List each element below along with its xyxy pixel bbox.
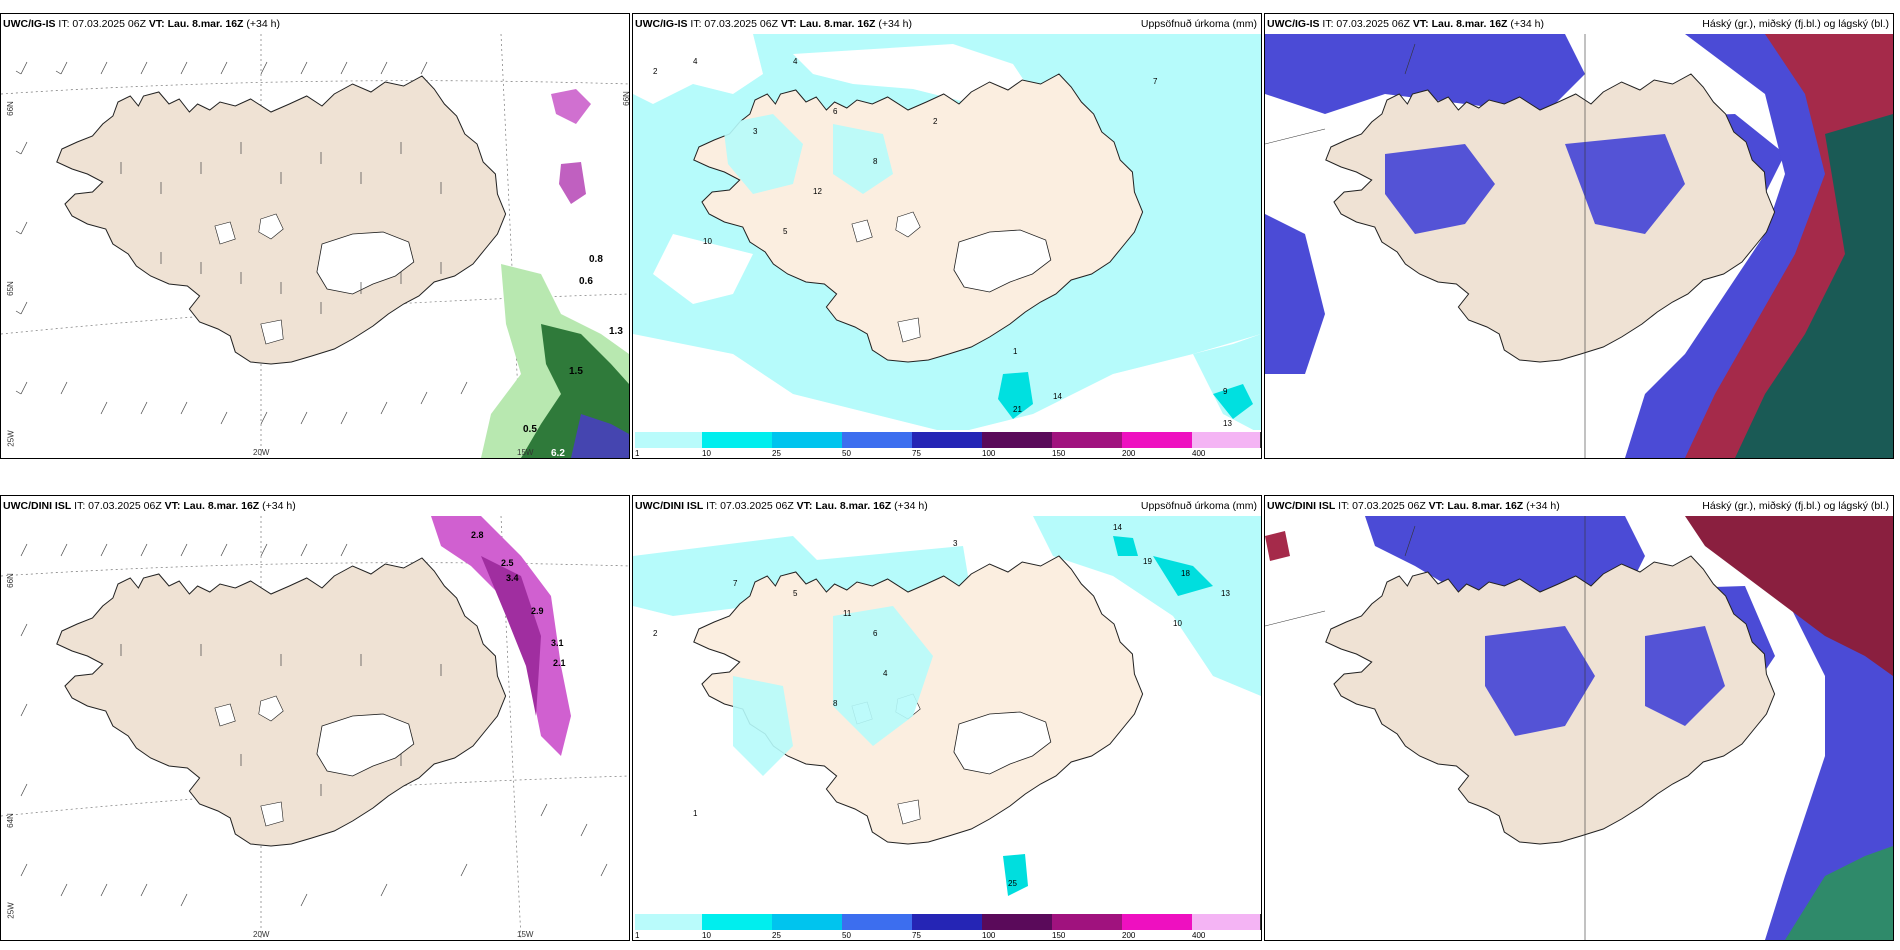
panel-cloud-igis: UWC/IG-IS IT: 07.03.2025 06Z VT: Lau. 8.…	[1264, 13, 1894, 459]
svg-text:4: 4	[693, 57, 698, 66]
precip-map: 2 4 4 6 3 2 10 12 14 13 21 9 5 8 7 1	[633, 34, 1261, 458]
svg-text:2.5: 2.5	[501, 558, 514, 568]
precip-colorbar: 1 10 25 50 75 100 150 200 400	[633, 912, 1261, 940]
coord-label: 65N	[5, 281, 15, 296]
svg-text:1: 1	[693, 809, 698, 818]
svg-text:21: 21	[1013, 405, 1022, 414]
cloud-map	[1265, 34, 1893, 458]
wind-map: 0.8 0.6 0.5 6.2 1.3 1.5	[1, 34, 629, 458]
coord-label: 66N	[5, 101, 15, 116]
svg-text:1.3: 1.3	[609, 326, 623, 337]
svg-text:6: 6	[833, 107, 838, 116]
panel-header: UWC/IG-IS IT: 07.03.2025 06Z VT: Lau. 8.…	[1265, 14, 1893, 34]
svg-text:3.4: 3.4	[506, 573, 519, 583]
svg-text:4: 4	[883, 669, 888, 678]
panel-wind-dini: UWC/DINI ISL IT: 07.03.2025 06Z VT: Lau.…	[0, 495, 630, 941]
svg-text:1.5: 1.5	[569, 366, 583, 377]
svg-text:13: 13	[1221, 589, 1230, 598]
svg-text:2: 2	[653, 629, 658, 638]
cloud-map	[1265, 516, 1893, 940]
svg-text:5: 5	[793, 589, 798, 598]
coord-label: 20W	[253, 930, 270, 939]
svg-text:0.8: 0.8	[589, 254, 603, 265]
coord-label: 15W	[517, 448, 534, 457]
svg-text:6.2: 6.2	[551, 448, 565, 458]
svg-text:0.6: 0.6	[579, 276, 593, 287]
panel-header: UWC/DINI ISL IT: 07.03.2025 06Z VT: Lau.…	[1265, 496, 1893, 516]
svg-text:4: 4	[793, 57, 798, 66]
svg-text:10: 10	[703, 237, 712, 246]
svg-text:7: 7	[1153, 77, 1158, 86]
svg-text:3.1: 3.1	[551, 638, 564, 648]
precip-colorbar: 1 10 25 50 75 100 150 200 400	[633, 430, 1261, 458]
coord-label: 66N	[5, 573, 15, 588]
svg-text:14: 14	[1113, 523, 1122, 532]
precip-map: 14 19 18 13 25 10 11 5 7 3 6 2 1 4 8	[633, 516, 1261, 940]
svg-text:25: 25	[1008, 879, 1017, 888]
svg-text:2.8: 2.8	[471, 530, 484, 540]
panel-header: UWC/DINI ISL IT: 07.03.2025 06Z VT: Lau.…	[633, 496, 1261, 516]
svg-text:2.9: 2.9	[531, 606, 544, 616]
svg-text:12: 12	[813, 187, 822, 196]
svg-text:13: 13	[1223, 419, 1232, 428]
svg-text:19: 19	[1143, 557, 1152, 566]
svg-text:1: 1	[1013, 347, 1018, 356]
coord-label: 25W	[6, 902, 16, 919]
panel-header: UWC/DINI ISL IT: 07.03.2025 06Z VT: Lau.…	[1, 496, 629, 516]
svg-text:2: 2	[933, 117, 938, 126]
svg-text:8: 8	[873, 157, 878, 166]
svg-text:3: 3	[953, 539, 958, 548]
svg-text:6: 6	[873, 629, 878, 638]
coord-label: 25W	[6, 430, 16, 447]
panel-precip-dini: UWC/DINI ISL IT: 07.03.2025 06Z VT: Lau.…	[632, 495, 1262, 941]
panel-cloud-dini: UWC/DINI ISL IT: 07.03.2025 06Z VT: Lau.…	[1264, 495, 1894, 941]
panel-precip-igis: UWC/IG-IS IT: 07.03.2025 06Z VT: Lau. 8.…	[632, 13, 1262, 459]
svg-text:0.5: 0.5	[523, 424, 537, 435]
coord-label: 64N	[5, 813, 15, 828]
svg-text:8: 8	[833, 699, 838, 708]
svg-text:11: 11	[843, 609, 852, 618]
svg-text:7: 7	[733, 579, 738, 588]
svg-text:2: 2	[653, 67, 658, 76]
svg-text:2.1: 2.1	[553, 658, 566, 668]
svg-text:10: 10	[1173, 619, 1182, 628]
coord-label: 66N	[621, 91, 630, 106]
svg-text:14: 14	[1053, 392, 1062, 401]
svg-text:3: 3	[753, 127, 758, 136]
panel-wind-igis: UWC/IG-IS IT: 07.03.2025 06Z VT: Lau. 8.…	[0, 13, 630, 459]
svg-text:18: 18	[1181, 569, 1190, 578]
coord-label: 15W	[517, 930, 534, 939]
panel-header: UWC/IG-IS IT: 07.03.2025 06Z VT: Lau. 8.…	[1, 14, 629, 34]
wind-map: 2.8 2.5 3.4 2.9 3.1 2.1	[1, 516, 629, 940]
svg-text:9: 9	[1223, 387, 1228, 396]
coord-label: 20W	[253, 448, 270, 457]
svg-text:5: 5	[783, 227, 788, 236]
panel-header: UWC/IG-IS IT: 07.03.2025 06Z VT: Lau. 8.…	[633, 14, 1261, 34]
